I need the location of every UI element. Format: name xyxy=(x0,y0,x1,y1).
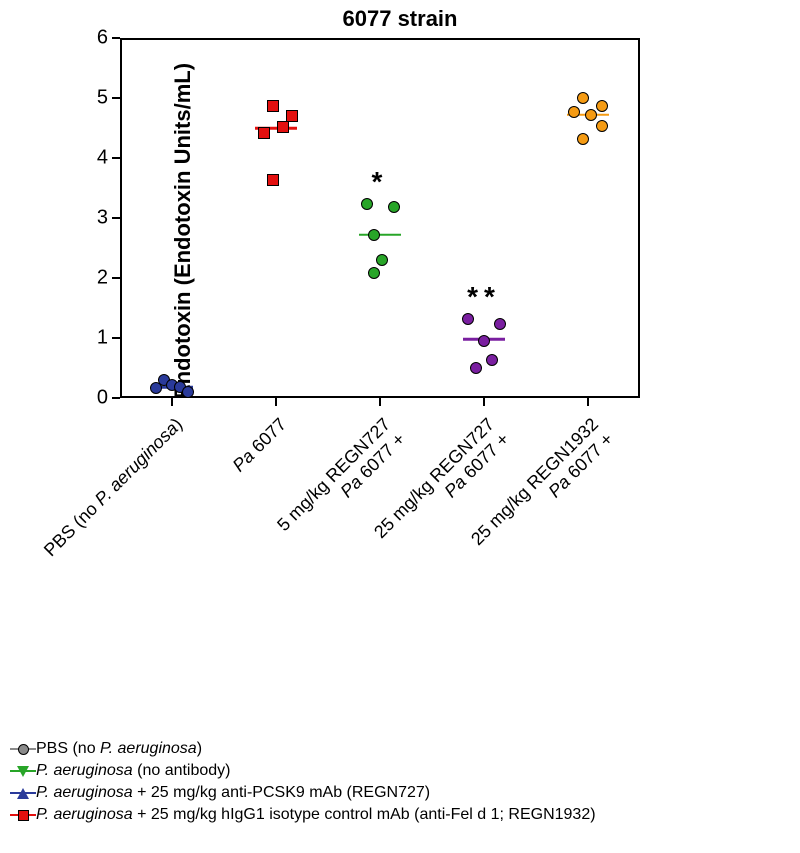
y-tick xyxy=(112,397,120,399)
y-tick-label: 6 xyxy=(84,27,108,50)
data-point xyxy=(486,354,498,366)
data-point xyxy=(376,254,388,266)
legend-marker xyxy=(10,764,36,778)
x-tick xyxy=(171,398,173,406)
data-point xyxy=(568,106,580,118)
data-point xyxy=(577,133,589,145)
legend-marker xyxy=(10,742,36,756)
legend: PBS (no P. aeruginosa) P. aeruginosa (no … xyxy=(10,740,596,828)
x-tick-label: PBS (no P. aeruginosa) xyxy=(40,414,187,561)
legend-item: P. aeruginosa + 25 mg/kg anti-PCSK9 mAb … xyxy=(10,784,596,802)
data-point xyxy=(478,335,490,347)
legend-marker xyxy=(10,786,36,800)
y-tick xyxy=(112,97,120,99)
y-tick xyxy=(112,37,120,39)
data-point xyxy=(277,121,289,133)
legend-label: PBS (no P. aeruginosa) xyxy=(36,740,202,758)
data-point xyxy=(462,313,474,325)
chart-title: 6077 strain xyxy=(0,6,800,32)
x-tick xyxy=(483,398,485,406)
y-tick-label: 1 xyxy=(84,327,108,350)
data-point xyxy=(585,109,597,121)
y-tick-label: 3 xyxy=(84,207,108,230)
data-point xyxy=(470,362,482,374)
chart-container: 6077 strain Endotoxin (Endotoxin Units/m… xyxy=(0,0,800,680)
y-tick-label: 2 xyxy=(84,267,108,290)
data-point xyxy=(368,267,380,279)
y-tick-label: 4 xyxy=(84,147,108,170)
data-point xyxy=(267,174,279,186)
data-point xyxy=(258,127,270,139)
y-tick-label: 5 xyxy=(84,87,108,110)
median-line xyxy=(359,234,401,237)
legend-item: P. aeruginosa (no antibody) xyxy=(10,762,596,780)
data-point xyxy=(267,100,279,112)
data-point xyxy=(361,198,373,210)
legend-label: P. aeruginosa + 25 mg/kg hIgG1 isotype c… xyxy=(36,806,596,824)
data-point xyxy=(182,386,194,398)
plot-area xyxy=(120,38,640,398)
data-point xyxy=(577,92,589,104)
legend-label: P. aeruginosa (no antibody) xyxy=(36,762,231,780)
significance-marker: ** xyxy=(467,281,501,313)
x-tick xyxy=(587,398,589,406)
y-axis-title: Endotoxin (Endotoxin Units/mL) xyxy=(170,63,196,399)
data-point xyxy=(596,120,608,132)
y-tick-label: 0 xyxy=(84,387,108,410)
x-tick xyxy=(379,398,381,406)
legend-marker xyxy=(10,808,36,822)
legend-item: PBS (no P. aeruginosa) xyxy=(10,740,596,758)
legend-label: P. aeruginosa + 25 mg/kg anti-PCSK9 mAb … xyxy=(36,784,430,802)
data-point xyxy=(494,318,506,330)
y-tick xyxy=(112,217,120,219)
data-point xyxy=(286,110,298,122)
y-tick xyxy=(112,277,120,279)
data-point xyxy=(368,229,380,241)
significance-marker: * xyxy=(372,166,389,198)
x-tick xyxy=(275,398,277,406)
data-point xyxy=(596,100,608,112)
x-tick-label: Pa 6077 xyxy=(229,414,291,476)
legend-item: P. aeruginosa + 25 mg/kg hIgG1 isotype c… xyxy=(10,806,596,824)
data-point xyxy=(388,201,400,213)
y-tick xyxy=(112,337,120,339)
y-tick xyxy=(112,157,120,159)
